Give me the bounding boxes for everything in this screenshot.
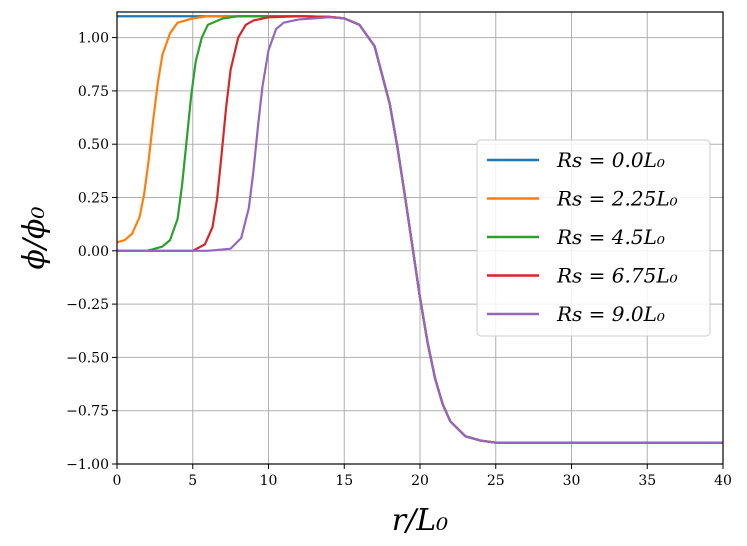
y-tick-label: 0.00	[78, 244, 109, 260]
x-axis: 0 5 10 15 20 25 30 35 40	[113, 464, 732, 489]
y-tick-label: 0.75	[78, 84, 109, 100]
x-tick-label: 15	[335, 473, 353, 489]
y-axis: −1.00 −0.75 −0.50 −0.25 0.00 0.25 0.50 0.75 1.00	[66, 31, 117, 473]
legend: Rs = 0.0L₀ Rs = 2.25L₀ Rs = 4.5L₀ Rs = 6.75…	[476, 139, 711, 337]
legend-label: Rs = 0.0L₀	[556, 148, 665, 172]
x-axis-title: r/L₀	[392, 503, 448, 538]
y-tick-label: −1.00	[66, 457, 109, 473]
y-axis-title: ϕ/ϕ₀	[17, 206, 52, 269]
y-tick-label: 1.00	[78, 31, 109, 47]
y-tick-label: −0.75	[66, 404, 109, 420]
x-tick-label: 35	[638, 473, 656, 489]
y-tick-label: −0.50	[66, 350, 109, 366]
x-tick-label: 30	[563, 473, 581, 489]
x-tick-label: 25	[487, 473, 505, 489]
x-tick-label: 40	[714, 473, 732, 489]
legend-label: Rs = 6.75L₀	[556, 264, 678, 288]
x-tick-label: 20	[411, 473, 429, 489]
legend-label: Rs = 2.25L₀	[556, 187, 678, 211]
y-tick-label: 0.25	[78, 190, 109, 206]
legend-box	[476, 139, 711, 337]
series-layer	[116, 15, 723, 444]
x-tick-label: 5	[188, 473, 197, 489]
y-tick-label: 0.50	[78, 137, 109, 153]
y-tick-label: −0.25	[66, 297, 109, 313]
x-tick-label: 10	[260, 473, 278, 489]
series-line-4	[117, 16, 723, 444]
x-tick-label: 0	[113, 473, 122, 489]
legend-label: Rs = 9.0L₀	[556, 302, 665, 326]
legend-label: Rs = 4.5L₀	[556, 225, 665, 249]
